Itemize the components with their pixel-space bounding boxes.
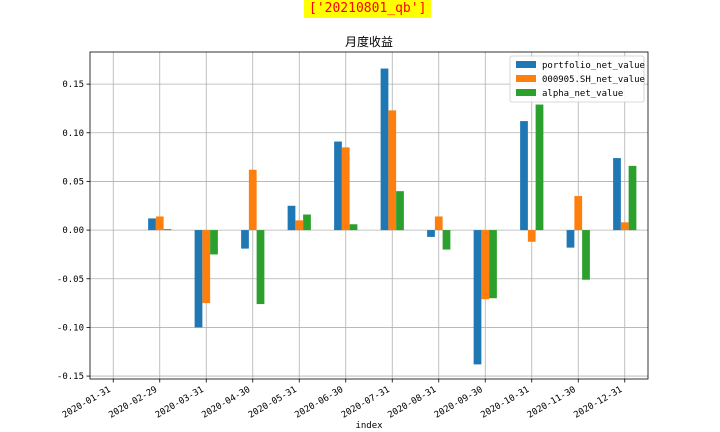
bar (256, 230, 265, 305)
bar (248, 169, 257, 231)
bar (427, 230, 435, 237)
y-tick-label: 0.00 (62, 226, 84, 236)
bar (566, 230, 575, 248)
x-tick-label: 2020-10-31 (479, 385, 531, 421)
bar (535, 104, 544, 231)
y-tick-label: -0.10 (57, 323, 84, 333)
x-tick-label: 2020-02-29 (107, 385, 159, 421)
chart-title: 月度收益 (345, 34, 393, 49)
bar (628, 165, 637, 231)
bar (442, 230, 451, 250)
bar (241, 230, 249, 249)
x-tick-label: 2020-12-31 (572, 385, 624, 421)
x-tick-label: 2020-06-30 (293, 385, 345, 421)
bar (148, 218, 156, 231)
bar (620, 222, 629, 231)
bar (434, 216, 443, 231)
y-tick-label: 0.10 (62, 129, 84, 139)
legend-swatch (516, 61, 536, 68)
bar (155, 216, 164, 231)
x-tick-label: 2020-05-31 (247, 385, 299, 421)
legend-label: alpha_net_value (542, 89, 623, 99)
plot-frame (89, 51, 649, 380)
bar (481, 230, 490, 300)
bar (194, 230, 203, 328)
bar (574, 196, 583, 231)
legend-box (509, 55, 645, 103)
bar (396, 191, 404, 231)
annotation-label: ['20210801_qb'] (304, 0, 432, 18)
bar (295, 220, 304, 231)
legend: portfolio_net_value 000905.SH_net_valueal… (509, 55, 645, 103)
bar (334, 141, 342, 231)
legend-swatch (516, 89, 536, 96)
legend-swatch (516, 75, 536, 82)
x-tick-label: 2020-11-30 (526, 385, 578, 421)
bar (349, 224, 358, 231)
bar (380, 68, 389, 231)
bar (489, 230, 497, 299)
bar (473, 230, 482, 365)
bar (303, 214, 311, 231)
bar (287, 205, 296, 231)
bar (341, 147, 350, 231)
bar (388, 110, 397, 231)
legend-label: 000905.SH_net_value (542, 75, 645, 85)
bar (520, 121, 528, 231)
x-tick-label: 2020-01-31 (61, 385, 113, 421)
bars (148, 68, 637, 365)
y-tick-label: -0.05 (57, 275, 84, 285)
bar (163, 229, 172, 231)
bar (527, 230, 536, 242)
x-tick-label: 2020-09-30 (433, 385, 485, 421)
x-tick-label: 2020-08-31 (386, 385, 438, 421)
x-tick-label: 2020-07-31 (340, 385, 392, 421)
y-tick-label: 0.15 (62, 80, 84, 90)
bar (210, 230, 218, 255)
bar (582, 230, 590, 280)
y-tick-label: 0.05 (62, 177, 84, 187)
bar (613, 158, 621, 231)
x-axis-label: index (355, 421, 383, 431)
y-tick-label: -0.15 (57, 372, 84, 382)
bar (202, 230, 211, 304)
legend-label: portfolio_net_value (542, 61, 645, 71)
x-tick-label: 2020-04-30 (200, 385, 252, 421)
x-tick-label: 2020-03-31 (154, 385, 206, 421)
